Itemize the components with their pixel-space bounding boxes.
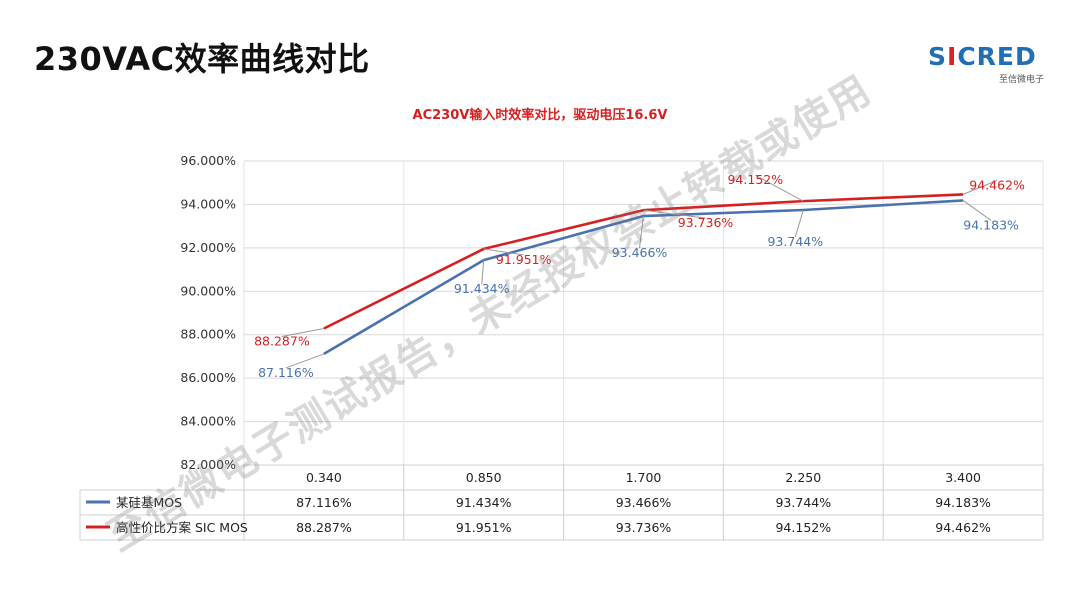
data-label-leader: [755, 174, 804, 202]
company-logo: SICRED 至信微电子: [928, 42, 1050, 88]
x-tick-label: 0.850: [466, 470, 502, 485]
y-tick-label: 84.000%: [180, 414, 236, 429]
data-label-leader: [639, 215, 644, 249]
data-label-leader: [962, 200, 992, 221]
data-label: 93.744%: [767, 234, 823, 249]
table-cell: 91.434%: [456, 495, 512, 510]
logo-subtitle: 至信微电子: [998, 75, 1044, 85]
logo-wordmark: SICRED: [928, 42, 1037, 71]
y-tick-label: 90.000%: [180, 283, 236, 298]
series-line: [323, 193, 964, 330]
data-label-leader: [643, 209, 706, 219]
table-cell: 93.466%: [616, 495, 672, 510]
x-tick-label: 0.340: [306, 470, 342, 485]
data-label-leader: [794, 209, 804, 238]
data-label: 91.951%: [496, 252, 552, 267]
table-cell: 94.183%: [935, 495, 991, 510]
data-label-leader: [281, 327, 324, 337]
page-title: 230VAC效率曲线对比: [34, 40, 370, 78]
data-label: 94.152%: [727, 172, 783, 187]
table-cell: 93.744%: [775, 495, 831, 510]
table-cell: 88.287%: [296, 520, 352, 535]
data-label-leader: [481, 260, 485, 285]
x-tick-label: 3.400: [945, 470, 981, 485]
y-tick-label: 96.000%: [180, 153, 236, 168]
data-label-leader: [483, 248, 524, 256]
series-line: [323, 199, 964, 356]
y-tick-label: 82.000%: [180, 457, 236, 472]
table-cell: 93.736%: [616, 520, 672, 535]
data-label: 87.116%: [258, 365, 314, 380]
x-tick-label: 1.700: [626, 470, 662, 485]
data-label-leader: [285, 353, 325, 369]
y-tick-label: 88.000%: [180, 327, 236, 342]
data-label: 91.434%: [454, 281, 510, 296]
data-label: 93.736%: [678, 215, 734, 230]
chart-title: AC230V输入时效率对比，驱动电压16.6V: [412, 108, 668, 123]
y-tick-label: 92.000%: [180, 240, 236, 255]
data-label: 88.287%: [254, 333, 310, 348]
table-cell: 94.462%: [935, 520, 991, 535]
legend-entry: 某硅基MOS: [116, 495, 182, 510]
y-tick-label: 86.000%: [180, 370, 236, 385]
data-label: 94.462%: [969, 177, 1025, 192]
data-label: 94.183%: [963, 217, 1019, 232]
legend-entry: 高性价比方案 SIC MOS: [116, 520, 248, 535]
table-cell: 94.152%: [775, 520, 831, 535]
table-cell: 87.116%: [296, 495, 352, 510]
data-label-leader: [962, 179, 998, 195]
y-tick-label: 94.000%: [180, 196, 236, 211]
x-tick-label: 2.250: [785, 470, 821, 485]
data-label: 93.466%: [612, 245, 668, 260]
table-cell: 91.951%: [456, 520, 512, 535]
